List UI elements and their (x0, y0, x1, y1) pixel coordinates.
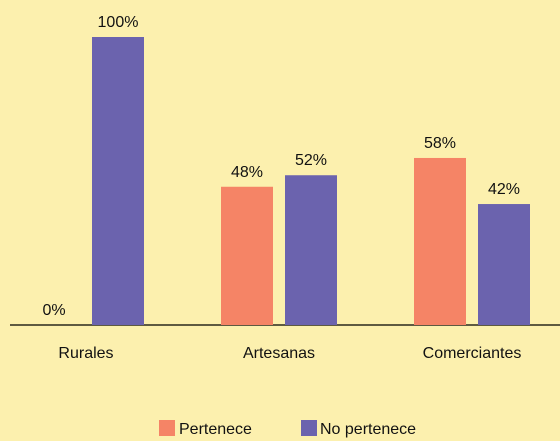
data-label-rurales-pertenece: 0% (42, 302, 65, 319)
bar-rurales-no-pertenece (92, 37, 144, 325)
data-label-artesanas-no-pertenece: 52% (295, 152, 327, 169)
category-label-artesanas: Artesanas (243, 345, 315, 362)
bars-layer (92, 37, 530, 325)
data-label-comerciantes-pertenece: 58% (424, 135, 456, 152)
category-label-comerciantes: Comerciantes (423, 345, 522, 362)
category-label-rurales: Rurales (58, 345, 113, 362)
bar-comerciantes-no-pertenece (478, 204, 530, 325)
legend-label-pertenece: Pertenece (179, 421, 252, 438)
legend-swatch-no-pertenece (301, 420, 317, 436)
legend: Pertenece No pertenece (159, 420, 416, 438)
bar-comerciantes-pertenece (414, 157, 466, 325)
data-label-comerciantes-no-pertenece: 42% (488, 181, 520, 198)
data-label-artesanas-pertenece: 48% (231, 164, 263, 181)
bar-artesanas-no-pertenece (285, 175, 337, 325)
bar-artesanas-pertenece (221, 186, 273, 325)
legend-label-no-pertenece: No pertenece (320, 421, 416, 438)
legend-swatch-pertenece (159, 420, 175, 436)
category-labels-layer: Rurales Artesanas Comerciantes (58, 345, 521, 362)
data-labels-layer: 0% 100% 48% 52% 58% 42% (42, 14, 520, 319)
data-label-rurales-no-pertenece: 100% (98, 14, 139, 31)
